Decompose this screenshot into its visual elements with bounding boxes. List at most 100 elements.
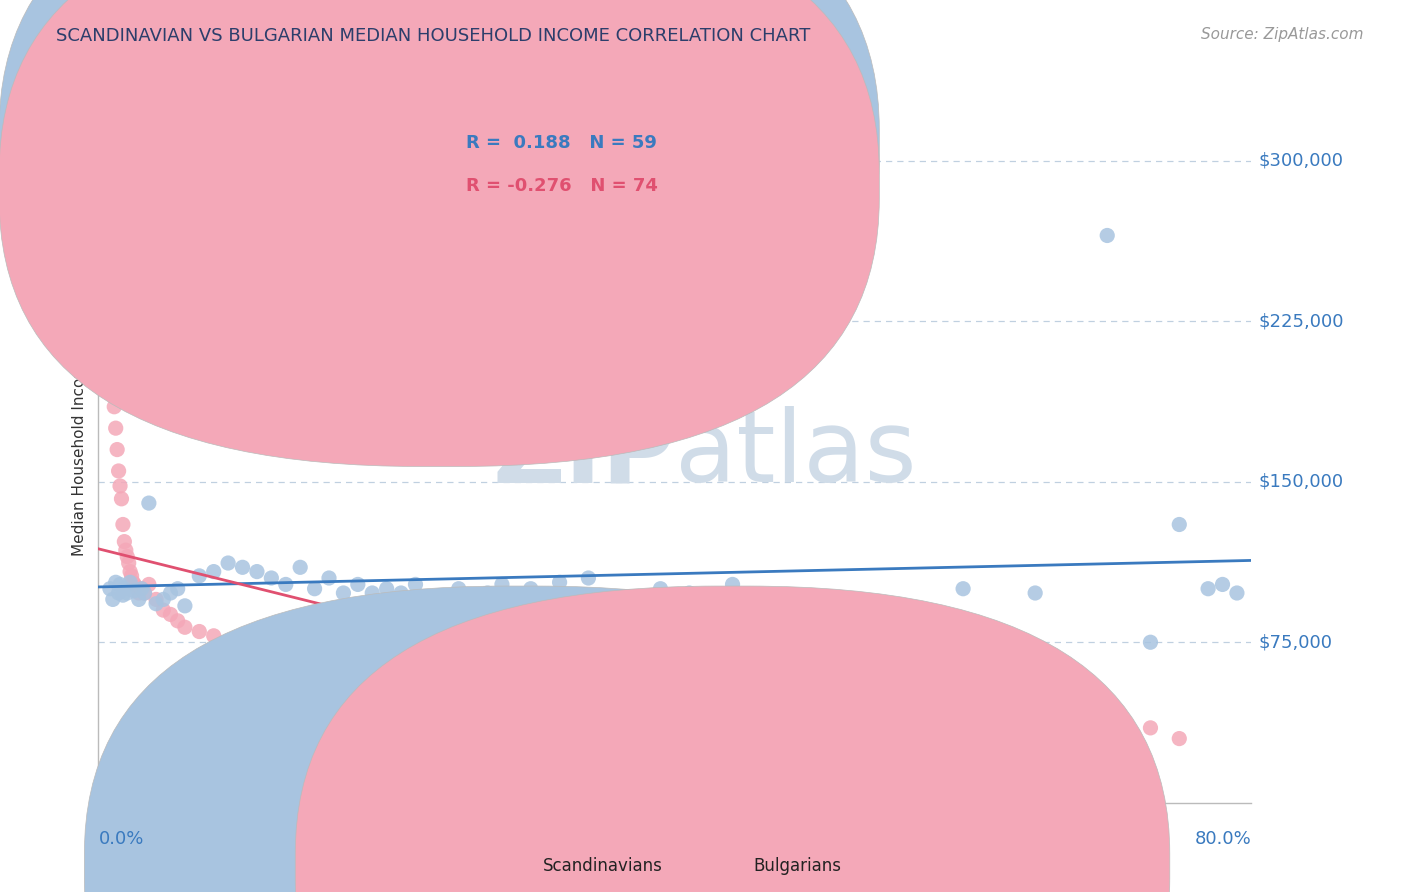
Point: [98, 582, 121, 596]
Point: [318, 672, 340, 686]
Point: [174, 599, 197, 613]
Point: [124, 583, 146, 598]
Point: [520, 582, 543, 596]
Point: [217, 635, 239, 649]
Point: [318, 571, 340, 585]
Point: [188, 624, 211, 639]
Point: [128, 586, 150, 600]
Point: [202, 629, 225, 643]
Point: [100, 368, 122, 382]
Text: 0.0%: 0.0%: [98, 830, 143, 847]
Point: [166, 582, 188, 596]
Text: ZIP: ZIP: [492, 407, 675, 503]
Text: Source: ZipAtlas.com: Source: ZipAtlas.com: [1201, 27, 1364, 42]
Point: [636, 389, 658, 403]
Point: [807, 753, 830, 767]
Point: [1024, 586, 1046, 600]
Point: [952, 582, 974, 596]
Point: [447, 582, 470, 596]
Text: $150,000: $150,000: [1258, 473, 1344, 491]
Point: [664, 738, 686, 752]
Point: [477, 586, 499, 600]
Point: [101, 378, 124, 392]
Text: $75,000: $75,000: [1258, 633, 1333, 651]
Point: [94, 325, 117, 339]
Point: [121, 569, 143, 583]
Point: [433, 706, 456, 720]
Point: [131, 582, 153, 596]
Point: [433, 592, 456, 607]
Point: [260, 571, 283, 585]
Point: [1097, 228, 1119, 243]
Point: [145, 592, 167, 607]
Point: [112, 534, 135, 549]
Text: $225,000: $225,000: [1258, 312, 1344, 330]
Point: [361, 586, 384, 600]
Y-axis label: Median Household Income: Median Household Income: [72, 353, 87, 557]
Point: [807, 663, 830, 677]
Point: [108, 479, 131, 493]
Point: [159, 586, 181, 600]
Point: [576, 571, 599, 585]
Point: [217, 556, 239, 570]
Point: [1139, 635, 1161, 649]
Point: [678, 586, 700, 600]
Point: [122, 575, 145, 590]
Point: [105, 442, 128, 457]
Point: [304, 667, 326, 681]
Point: [332, 586, 354, 600]
Point: [104, 575, 127, 590]
Point: [346, 684, 368, 698]
Point: [118, 556, 141, 570]
Point: [1024, 699, 1046, 714]
Point: [721, 744, 744, 758]
Text: Bulgarians: Bulgarians: [754, 857, 842, 875]
Point: [134, 586, 156, 600]
Point: [650, 582, 672, 596]
Point: [837, 678, 859, 692]
Point: [491, 714, 513, 729]
Point: [491, 577, 513, 591]
Point: [138, 496, 160, 510]
Point: [111, 517, 134, 532]
Point: [952, 678, 974, 692]
Point: [520, 719, 543, 733]
Point: [304, 582, 326, 596]
Point: [246, 646, 269, 660]
Text: SCANDINAVIAN VS BULGARIAN MEDIAN HOUSEHOLD INCOME CORRELATION CHART: SCANDINAVIAN VS BULGARIAN MEDIAN HOUSEHO…: [56, 27, 811, 45]
Point: [274, 657, 297, 671]
Point: [1067, 706, 1090, 720]
Point: [290, 560, 312, 574]
Point: [120, 575, 142, 590]
Point: [880, 667, 903, 681]
Point: [1111, 714, 1133, 729]
Point: [721, 577, 744, 591]
Text: R = -0.276   N = 74: R = -0.276 N = 74: [465, 177, 658, 194]
Text: atlas: atlas: [675, 407, 917, 503]
Point: [98, 346, 121, 360]
Text: R =  0.188   N = 59: R = 0.188 N = 59: [465, 134, 657, 152]
Point: [260, 650, 283, 665]
Point: [361, 689, 384, 703]
Point: [346, 577, 368, 591]
Point: [765, 592, 787, 607]
Point: [981, 689, 1004, 703]
Point: [880, 759, 903, 773]
Point: [138, 577, 160, 591]
Point: [101, 592, 124, 607]
Point: [159, 607, 181, 622]
Text: $300,000: $300,000: [1258, 152, 1343, 169]
Point: [332, 678, 354, 692]
Point: [375, 693, 398, 707]
Point: [104, 421, 127, 435]
Point: [1226, 586, 1249, 600]
Point: [548, 575, 571, 590]
Point: [107, 464, 129, 478]
Point: [103, 400, 125, 414]
Point: [134, 586, 156, 600]
Point: [174, 620, 197, 634]
Point: [108, 577, 131, 591]
Point: [1212, 577, 1234, 591]
Point: [375, 582, 398, 596]
Point: [1139, 721, 1161, 735]
